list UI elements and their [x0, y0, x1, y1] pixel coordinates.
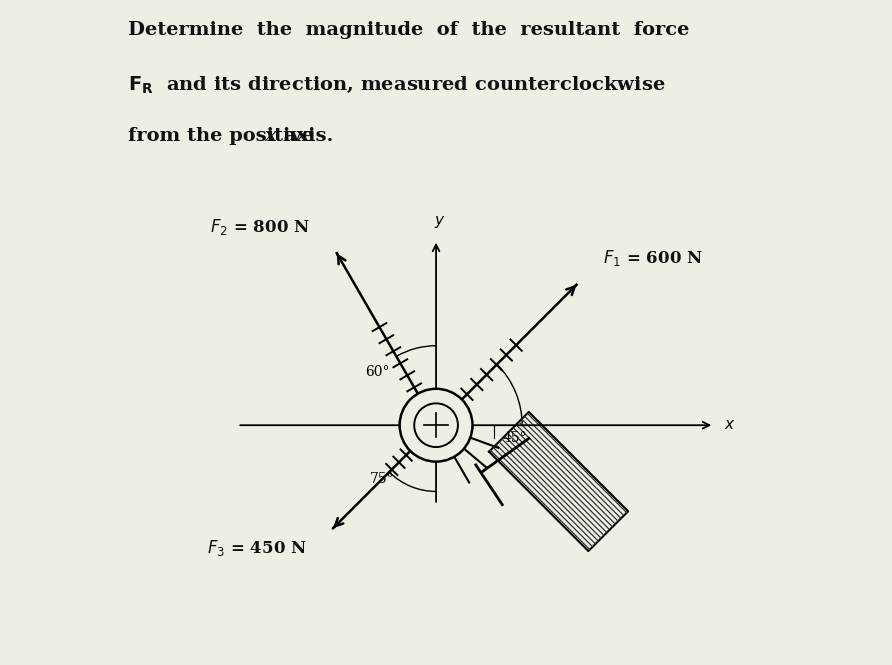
- Text: 75°: 75°: [370, 471, 394, 485]
- Text: $F_2$ = 800 N: $F_2$ = 800 N: [211, 217, 310, 237]
- Circle shape: [414, 404, 458, 447]
- Text: 45°: 45°: [502, 432, 527, 446]
- Text: axis.: axis.: [277, 127, 334, 145]
- Text: $F_1$ = 600 N: $F_1$ = 600 N: [603, 248, 703, 268]
- Text: $F_3$ = 450 N: $F_3$ = 450 N: [207, 538, 307, 558]
- Text: Determine  the  magnitude  of  the  resultant  force: Determine the magnitude of the resultant…: [128, 21, 690, 39]
- Text: 60°: 60°: [365, 365, 390, 379]
- Text: from the positive: from the positive: [128, 127, 321, 145]
- Text: x: x: [264, 127, 276, 145]
- Text: $y$: $y$: [434, 214, 445, 230]
- Text: $\mathbf{F_R}$  and its direction, measured counterclockwise: $\mathbf{F_R}$ and its direction, measur…: [128, 74, 665, 95]
- Circle shape: [400, 389, 473, 462]
- Text: $x$: $x$: [724, 418, 736, 432]
